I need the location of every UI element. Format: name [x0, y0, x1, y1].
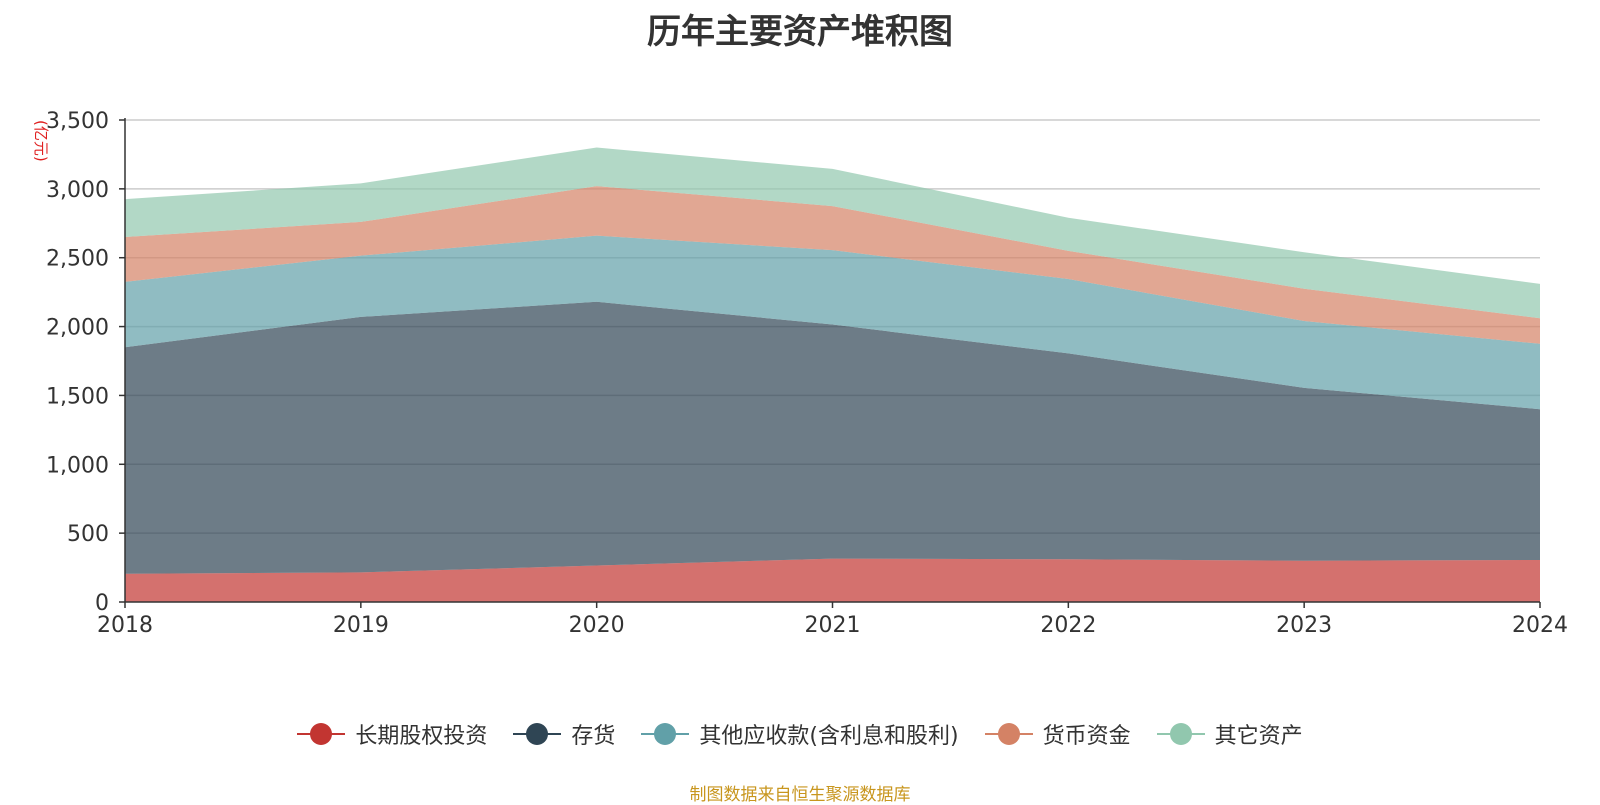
legend-swatch-icon: [1156, 723, 1205, 745]
y-tick-label: 3,500: [46, 109, 109, 134]
legend: 长期股权投资 存货 其他应收款(含利息和股利) 货币资金 其它资产: [0, 718, 1600, 750]
area-series: [125, 147, 1540, 602]
area-1: [125, 558, 1540, 602]
legend-label: 货币资金: [1042, 724, 1131, 749]
area-4: [125, 186, 1540, 344]
y-tick-label: 500: [67, 522, 109, 547]
legend-swatch-icon: [641, 723, 690, 745]
y-axis-unit: 亿元: [32, 125, 50, 156]
legend-item[interactable]: 存货: [513, 718, 615, 750]
x-tick-label: 2020: [569, 613, 625, 638]
x-tick-label: 2023: [1276, 613, 1332, 638]
legend-swatch-icon: [984, 723, 1033, 745]
axes: 0 500 1,000 1,500 2,000 2,500 3,000 3,500 2018 20…: [46, 109, 1568, 638]
y-axis-unit-label: (亿元): [32, 120, 50, 162]
legend-swatch-icon: [513, 723, 562, 745]
y-tick-label: 1,500: [46, 384, 109, 409]
x-tick-label: 2022: [1040, 613, 1096, 638]
legend-label: 其他应收款(含利息和股利): [699, 724, 959, 749]
chart-title: 历年主要资产堆积图: [647, 12, 953, 52]
x-tick-label: 2018: [97, 613, 153, 638]
area-3: [125, 235, 1540, 410]
legend-label: 存货: [571, 724, 616, 749]
source-note: 制图数据来自恒生聚源数据库: [689, 785, 911, 805]
legend-item[interactable]: 货币资金: [984, 718, 1131, 750]
legend-item[interactable]: 长期股权投资: [297, 718, 487, 750]
legend-label: 其它资产: [1214, 724, 1303, 749]
x-tick-label: 2021: [805, 613, 861, 638]
y-tick-label: 2,500: [46, 247, 109, 272]
y-tick-label: 1,000: [46, 453, 109, 478]
area-5: [125, 147, 1540, 319]
area-2: [125, 301, 1540, 574]
y-tick-label: 0: [95, 591, 109, 616]
legend-swatch-icon: [297, 723, 346, 745]
legend-label: 长期股权投资: [355, 724, 488, 749]
legend-item[interactable]: 其它资产: [1156, 718, 1303, 750]
y-tick-label: 3,000: [46, 178, 109, 203]
x-tick-label: 2024: [1512, 613, 1568, 638]
y-tick-label: 2,000: [46, 316, 109, 341]
legend-item[interactable]: 其他应收款(含利息和股利): [641, 718, 959, 750]
x-tick-label: 2019: [333, 613, 389, 638]
